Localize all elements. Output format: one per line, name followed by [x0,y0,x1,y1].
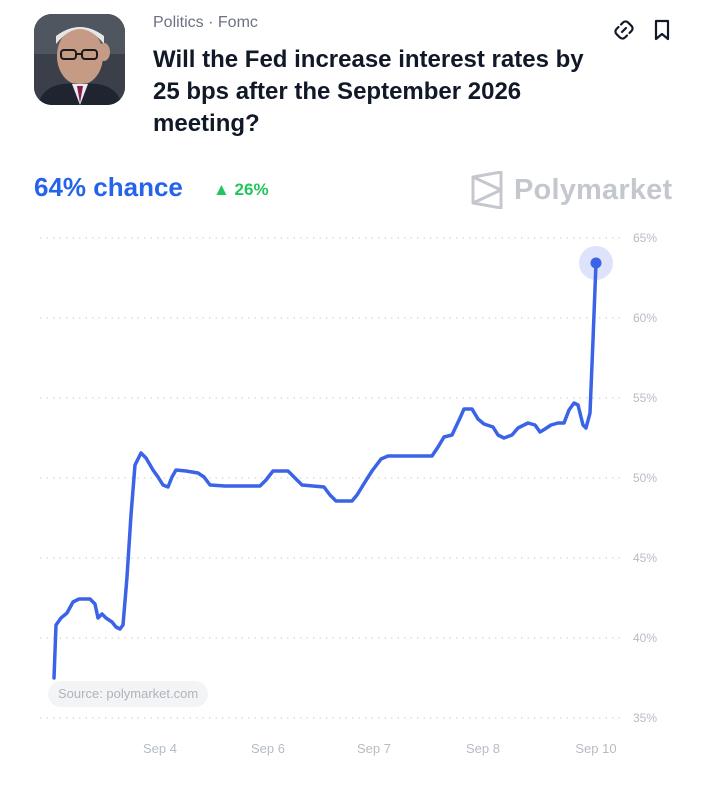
change-badge: ▲ 26% [213,180,269,199]
y-tick-label: 60% [633,311,657,325]
x-tick-label: Sep 7 [357,741,391,756]
y-tick-label: 55% [633,391,657,405]
market-avatar [34,14,125,105]
x-tick-label: Sep 8 [466,741,500,756]
market-title: Will the Fed increase interest rates by … [153,46,584,137]
price-chart: 35% 40% 45% 50% 55% 60% 65% Sep 4 Sep 6 Sep 7 Sep… [40,231,657,756]
chance-value: 64% chance [34,172,183,202]
portrait-image [34,14,125,105]
series-line [52,261,598,680]
market-category[interactable]: Politics · Fomc [153,14,258,31]
x-tick-label: Sep 6 [251,741,285,756]
polymarket-logo-icon [471,171,503,209]
x-tick-label: Sep 10 [575,741,616,756]
x-tick-label: Sep 4 [143,741,177,756]
brand-logo: Polymarket [470,170,672,210]
link-icon[interactable] [612,18,636,42]
brand-name: Polymarket [514,173,673,206]
market-header: Politics · Fomc Will the Fed increase in… [0,0,709,160]
y-tick-label: 50% [633,471,657,485]
source-label: Source: polymarket.com [48,681,209,707]
y-tick-label: 35% [633,711,657,725]
y-tick-label: 45% [633,551,657,565]
bookmark-icon[interactable] [650,18,674,42]
last-point-marker [590,257,602,269]
y-tick-label: 40% [633,631,657,645]
y-tick-label: 65% [633,231,657,245]
